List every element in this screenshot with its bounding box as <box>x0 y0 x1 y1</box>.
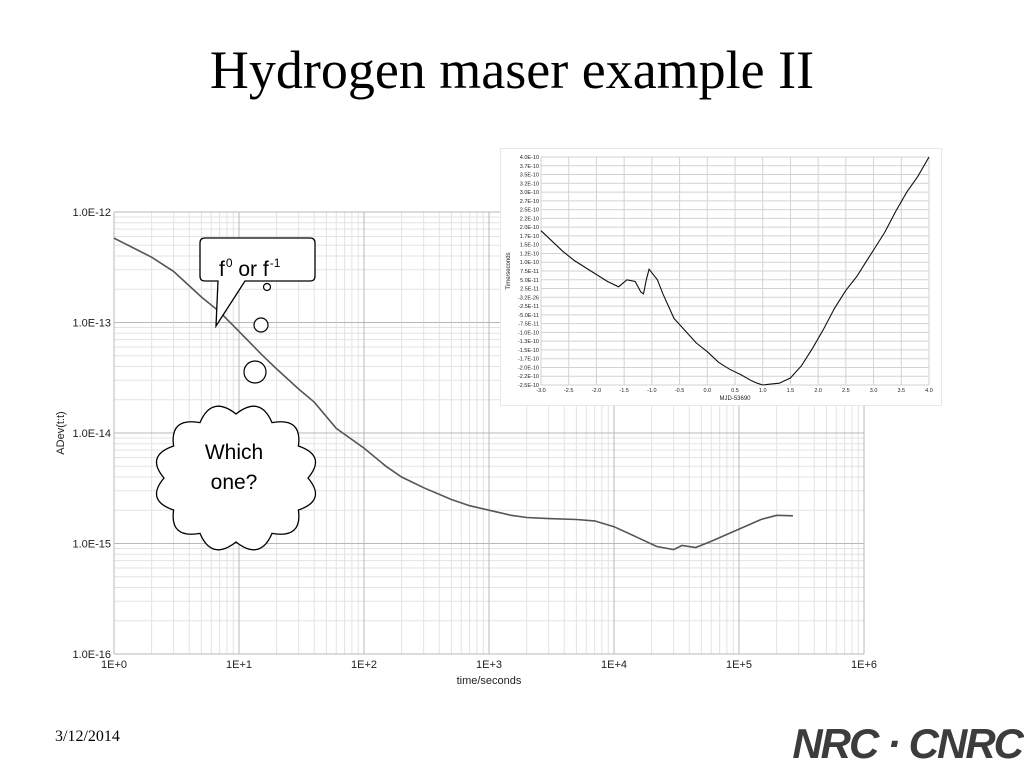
speech-sup-minus1: -1 <box>269 256 281 270</box>
inset-x-axis-label: MJD-53690 <box>719 396 751 402</box>
inset-y-tick-label: 1.0E-10 <box>520 260 539 266</box>
y-tick-label: 1.0E-13 <box>72 318 111 330</box>
y-tick-label: 1.0E-12 <box>72 207 111 219</box>
inset-x-tick-label: 2.5 <box>842 388 850 394</box>
inset-y-tick-label: 5.0E-11 <box>520 278 539 284</box>
thought-dot-medium <box>253 317 269 333</box>
inset-y-tick-label: 2.2E-10 <box>520 216 539 222</box>
adev-series-line <box>113 237 793 551</box>
x-axis-label: time/seconds <box>457 675 522 687</box>
inset-y-tick-label: -5.0E-11 <box>518 313 539 319</box>
speech-f0: f <box>219 258 225 281</box>
inset-y-tick-label: -1.0E-10 <box>518 330 539 336</box>
inset-y-tick-label: 1.5E-10 <box>520 243 539 249</box>
cloud-line-2: one? <box>210 471 258 494</box>
x-tick-label: 1E+6 <box>851 659 877 671</box>
inset-x-tick-label: 1.5 <box>787 388 795 394</box>
x-tick-label: 1E+1 <box>226 659 252 671</box>
inset-y-tick-label: 3.5E-10 <box>520 173 539 179</box>
x-tick-label: 1E+4 <box>601 659 627 671</box>
inset-x-tick-label: 3.0 <box>870 388 878 394</box>
inset-y-tick-label: 3.2E-10 <box>520 181 539 187</box>
inset-x-tick-label: 1.0 <box>759 388 767 394</box>
inset-x-tick-label: -3.0 <box>536 388 545 394</box>
inset-y-tick-label: -2.5E-10 <box>518 383 539 389</box>
x-tick-label: 1E+5 <box>726 659 752 671</box>
inset-y-tick-label: 1.7E-10 <box>520 234 539 240</box>
y-tick-label: 1.0E-15 <box>72 539 111 551</box>
inset-x-tick-label: -2.0 <box>592 388 601 394</box>
cloud-line-1: Which <box>204 441 264 464</box>
inset-y-tick-label: 4.0E-10 <box>520 155 539 161</box>
inset-y-tick-label: 2.5E-10 <box>520 208 539 214</box>
inset-x-tick-label: -1.0 <box>647 388 656 394</box>
y-tick-label: 1.0E-16 <box>72 649 111 661</box>
thought-dot-small <box>262 282 272 292</box>
y-axis-label: ADev(t:t) <box>55 411 67 454</box>
inset-x-tick-label: -1.5 <box>619 388 628 394</box>
inset-y-tick-label: 3.0E-10 <box>520 190 539 196</box>
y-tick-label: 1.0E-14 <box>72 428 111 440</box>
speech-bubble-text: f0 or f-1 <box>219 250 280 283</box>
inset-x-tick-label: 0.5 <box>731 388 739 394</box>
slide-title: Hydrogen maser example II <box>209 40 815 100</box>
inset-chart-panel: -3.0 -2.5 -2.0 -1.5 -1.0 -0.5 0.0 0.5 1.0 1.5 2.0 2… <box>500 148 942 406</box>
inset-y-tick-label: 1.2E-10 <box>520 251 539 257</box>
inset-y-tick-label: 2.0E-10 <box>520 225 539 231</box>
inset-y-tick-label: -1.3E-10 <box>518 339 539 345</box>
inset-x-tick-label: 0.0 <box>703 388 711 394</box>
inset-y-tick-label: -1.7E-10 <box>518 357 539 363</box>
thought-cloud-text: Which one? <box>184 438 284 498</box>
inset-y-tick-label: -7.5E-11 <box>518 322 539 328</box>
inset-x-tick-label: -0.5 <box>675 388 684 394</box>
inset-y-tick-label: -3.2E-26 <box>518 295 539 301</box>
inset-y-tick-label: 7.5E-11 <box>520 269 539 275</box>
inset-series-line <box>540 156 930 386</box>
inset-x-tick-label: 4.0 <box>925 388 933 394</box>
speech-or-f: or f <box>232 258 269 281</box>
inset-y-tick-label: 2.5E-11 <box>520 287 539 293</box>
inset-y-tick-label: 2.7E-10 <box>520 199 539 205</box>
inset-y-tick-label: -2.0E-10 <box>518 365 539 371</box>
inset-x-tick-label: -2.5 <box>564 388 573 394</box>
x-tick-label: 1E+0 <box>101 659 127 671</box>
nrc-cnrc-logo: NRC · CNRC <box>792 720 1024 767</box>
inset-y-tick-label: -2.5E-11 <box>518 304 539 310</box>
thought-dot-large <box>243 360 267 384</box>
speech-bubble <box>199 237 316 329</box>
inset-x-tick-label: 3.5 <box>897 388 905 394</box>
speech-sup-0: 0 <box>225 256 233 270</box>
time-offset-chart: -3.0 -2.5 -2.0 -1.5 -1.0 -0.5 0.0 0.5 1.0 1.5 2.0 2… <box>506 155 933 402</box>
inset-y-tick-label: -1.5E-10 <box>518 348 539 354</box>
inset-y-tick-label: 3.7E-10 <box>520 164 539 170</box>
x-tick-label: 1E+3 <box>476 659 502 671</box>
footer-date: 3/12/2014 <box>55 728 120 745</box>
inset-y-tick-label: -2.2E-10 <box>518 374 539 380</box>
inset-y-axis-label: Time/seconds <box>506 252 512 289</box>
x-tick-label: 1E+2 <box>351 659 377 671</box>
inset-x-tick-label: 2.0 <box>814 388 822 394</box>
thought-cloud <box>155 405 317 551</box>
